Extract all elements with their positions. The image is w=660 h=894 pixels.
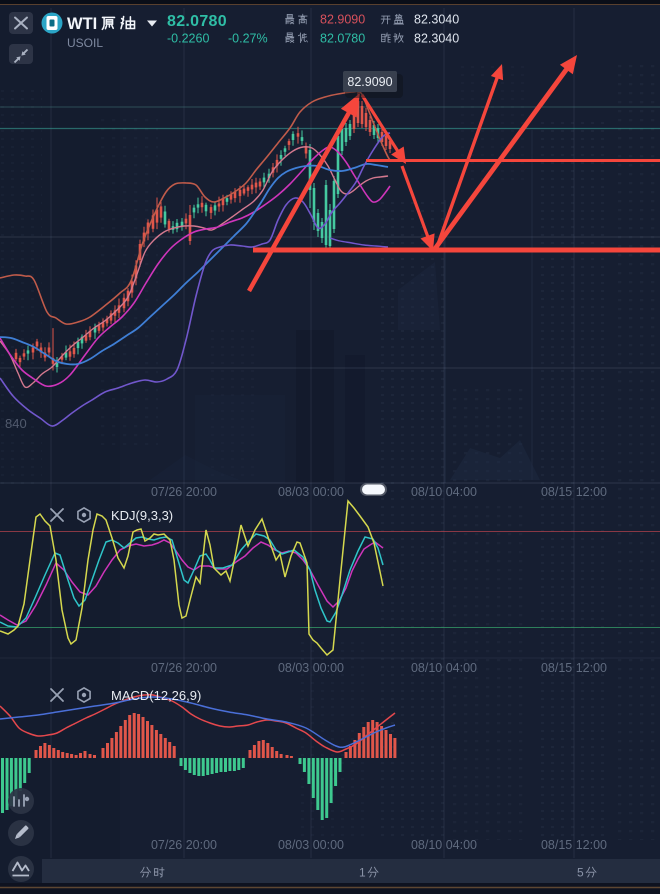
svg-text:82.9090: 82.9090 — [347, 75, 392, 89]
svg-text:82.0780: 82.0780 — [167, 13, 227, 30]
svg-text:07/26 20:00: 07/26 20:00 — [151, 661, 217, 675]
svg-text:08/15 12:00: 08/15 12:00 — [541, 661, 607, 675]
svg-text:KDJ(9,3,3): KDJ(9,3,3) — [111, 508, 173, 523]
svg-text:5: 5 — [577, 866, 584, 880]
svg-text:08/03 00:00: 08/03 00:00 — [278, 485, 344, 499]
svg-text:82.9090: 82.9090 — [320, 13, 365, 27]
svg-text:82.3040: 82.3040 — [414, 32, 459, 46]
svg-text:USOIL: USOIL — [67, 36, 103, 50]
svg-text:08/15 12:00: 08/15 12:00 — [541, 485, 607, 499]
svg-text:82.3040: 82.3040 — [414, 13, 459, 27]
svg-text:08/15 12:00: 08/15 12:00 — [541, 838, 607, 852]
svg-text:840: 840 — [5, 416, 27, 431]
svg-text:08/03 00:00: 08/03 00:00 — [278, 838, 344, 852]
svg-text:1: 1 — [359, 866, 366, 880]
svg-text:08/10 04:00: 08/10 04:00 — [411, 838, 477, 852]
svg-text:MACD(12,26,9): MACD(12,26,9) — [111, 688, 201, 703]
svg-text:07/26 20:00: 07/26 20:00 — [151, 838, 217, 852]
svg-text:WTI: WTI — [67, 15, 97, 33]
svg-text:07/26 20:00: 07/26 20:00 — [151, 485, 217, 499]
svg-text:-0.2260: -0.2260 — [167, 32, 209, 46]
svg-text:08/10 04:00: 08/10 04:00 — [411, 485, 477, 499]
svg-text:-0.27%: -0.27% — [228, 32, 268, 46]
svg-text:82.0780: 82.0780 — [320, 32, 365, 46]
svg-text:08/03 00:00: 08/03 00:00 — [278, 661, 344, 675]
svg-text:08/10 04:00: 08/10 04:00 — [411, 661, 477, 675]
